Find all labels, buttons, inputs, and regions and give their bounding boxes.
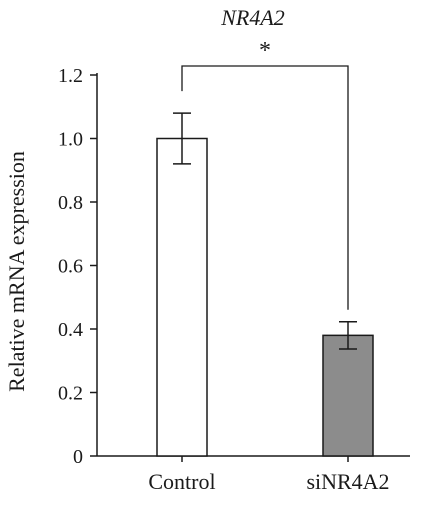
bar-control <box>156 137 208 457</box>
y-tick-label: 0.6 <box>58 256 83 278</box>
y-tick-label: 1.0 <box>58 129 83 151</box>
significance-marker: * <box>259 38 271 64</box>
y-tick-label: 0.8 <box>58 192 83 214</box>
y-tick-label: 0.4 <box>58 319 83 341</box>
y-tick-label: 0 <box>73 446 83 468</box>
chart-title: NR4A2 <box>220 5 285 30</box>
axes: 0 0.2 0.4 0.6 0.8 1.0 1.2 Control siNR4A2 <box>58 65 410 494</box>
y-tick-label: 0.2 <box>58 383 83 405</box>
bar-sinr4a2 <box>322 334 374 457</box>
x-tick-label: Control <box>148 469 215 494</box>
bars-group <box>156 112 374 457</box>
y-axis-label: Relative mRNA expression <box>4 151 29 392</box>
significance-bracket <box>181 65 349 310</box>
x-tick-label: siNR4A2 <box>306 469 389 494</box>
y-tick-label: 1.2 <box>58 65 83 87</box>
significance-annotation: * <box>181 38 349 310</box>
